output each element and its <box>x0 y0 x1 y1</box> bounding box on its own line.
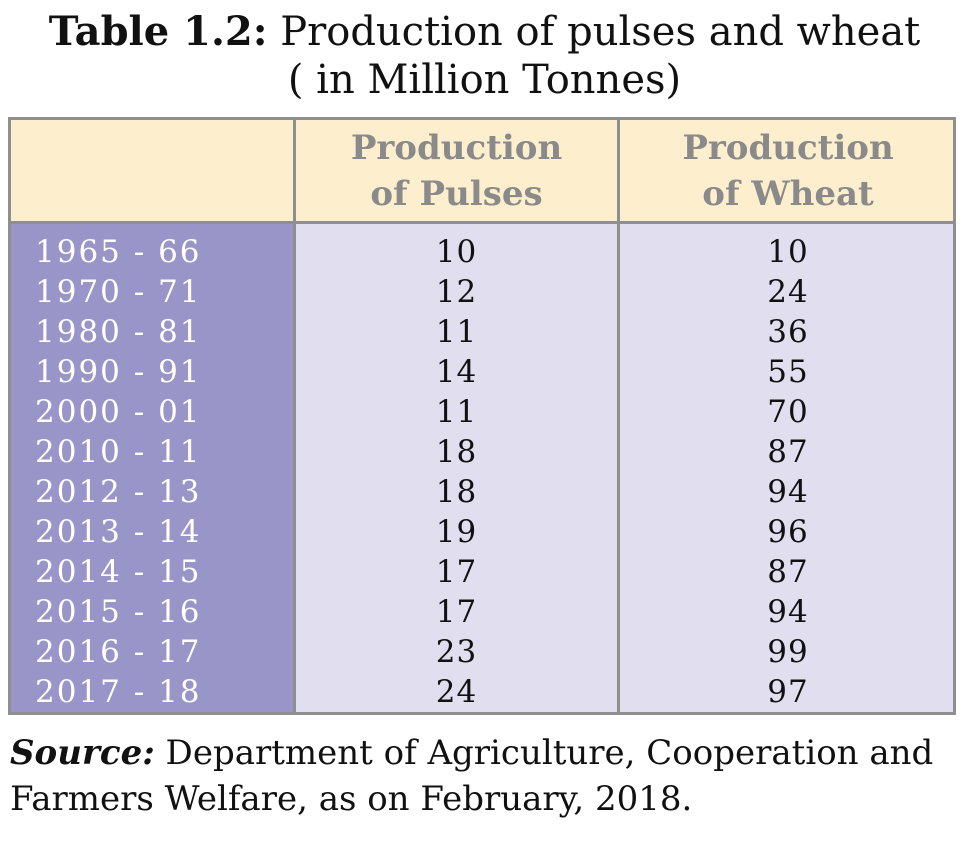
table-row: 2017 - 18 24 97 <box>11 672 953 712</box>
header-pulses-line2: of Pulses <box>370 173 543 214</box>
table-row: 1965 - 66 10 10 <box>11 232 953 272</box>
wheat-cell: 24 <box>767 274 809 310</box>
year-cell: 2017 - 18 <box>35 674 202 710</box>
wheat-cell: 87 <box>767 434 809 470</box>
year-cell: 1970 - 71 <box>35 274 202 310</box>
pulses-cell: 18 <box>435 434 478 470</box>
year-cell: 2000 - 01 <box>35 394 202 430</box>
table-row: 2012 - 13 18 94 <box>11 472 953 512</box>
table-row: 1980 - 81 11 36 <box>11 312 953 352</box>
year-cell: 2010 - 11 <box>35 434 202 470</box>
wheat-cell: 96 <box>767 514 809 550</box>
pulses-cell: 24 <box>435 674 478 710</box>
header-wheat-line1: Production <box>682 127 894 168</box>
table-row: 1990 - 91 14 55 <box>11 352 953 392</box>
wheat-cell: 87 <box>767 554 809 590</box>
pulses-cell: 19 <box>435 514 478 550</box>
wheat-cell: 94 <box>767 474 809 510</box>
year-cell: 2013 - 14 <box>35 514 202 550</box>
wheat-cell: 70 <box>767 394 809 430</box>
year-cell: 2012 - 13 <box>35 474 202 510</box>
table-row: 2015 - 16 17 94 <box>11 592 953 632</box>
caption-subtitle: ( in Million Tonnes) <box>287 57 682 103</box>
table-row: 2014 - 15 17 87 <box>11 552 953 592</box>
pulses-cell: 11 <box>435 314 478 350</box>
table-row: 2000 - 01 11 70 <box>11 392 953 432</box>
pulses-cell: 10 <box>435 234 478 270</box>
year-cell: 1980 - 81 <box>35 314 202 350</box>
wheat-cell: 36 <box>767 314 809 350</box>
year-cell: 2015 - 16 <box>35 594 202 630</box>
year-column-bg <box>11 224 293 712</box>
table-body: 1965 - 66 10 10 1970 - 71 12 24 1980 - 8… <box>11 232 953 712</box>
table-header <box>11 120 953 224</box>
wheat-cell: 99 <box>767 634 809 670</box>
pulses-cell: 17 <box>435 594 478 630</box>
table-row: 2010 - 11 18 87 <box>11 432 953 472</box>
pulses-cell: 11 <box>435 394 478 430</box>
caption-title: Production of pulses and wheat <box>267 9 921 55</box>
year-cell: 1990 - 91 <box>35 354 202 390</box>
header-pulses: Production of Pulses <box>296 120 617 221</box>
data-table: Production of Pulses Production of Wheat… <box>8 117 956 715</box>
table-row: 1970 - 71 12 24 <box>11 272 953 312</box>
pulses-cell: 18 <box>435 474 478 510</box>
header-wheat-line2: of Wheat <box>702 173 874 214</box>
year-cell: 2014 - 15 <box>35 554 202 590</box>
caption-label: Table 1.2: <box>48 8 268 55</box>
pulses-cell: 14 <box>435 354 478 390</box>
year-cell: 1965 - 66 <box>35 234 202 270</box>
wheat-cell: 55 <box>767 354 809 390</box>
wheat-cell: 10 <box>767 234 809 270</box>
header-pulses-line1: Production <box>350 127 563 168</box>
pulses-cell: 12 <box>435 274 478 310</box>
source-note: Source: Department of Agriculture, Coope… <box>10 730 960 822</box>
pulses-cell: 23 <box>435 634 478 670</box>
caption-title-line: Table 1.2: Production of pulses and whea… <box>0 8 969 56</box>
year-cell: 2016 - 17 <box>35 634 202 670</box>
source-label: Source: <box>10 733 155 773</box>
table-row: 2013 - 14 19 96 <box>11 512 953 552</box>
table-row: 2016 - 17 23 99 <box>11 632 953 672</box>
table-caption: Table 1.2: Production of pulses and whea… <box>0 8 969 104</box>
header-wheat: Production of Wheat <box>620 120 956 221</box>
source-text: Department of Agriculture, Cooperation a… <box>10 733 934 819</box>
column-divider <box>617 120 620 712</box>
wheat-cell: 94 <box>767 594 809 630</box>
wheat-cell: 97 <box>767 674 809 710</box>
pulses-cell: 17 <box>435 554 478 590</box>
column-divider <box>293 120 296 712</box>
